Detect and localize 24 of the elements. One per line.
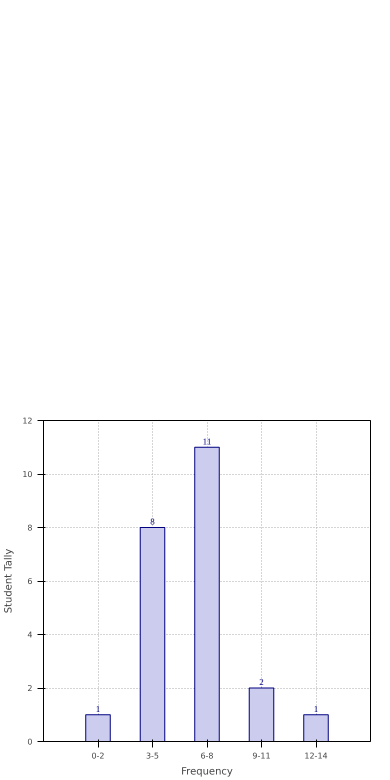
data-label: 1 xyxy=(314,704,318,714)
data-label: 8 xyxy=(150,516,156,526)
bar xyxy=(248,688,274,742)
bar xyxy=(85,714,111,742)
x-axis-title: Frequency xyxy=(181,766,233,778)
bar xyxy=(140,527,166,742)
bar xyxy=(194,446,220,742)
data-label: 2 xyxy=(259,677,264,687)
y-axis-title: Student Tally xyxy=(3,548,14,614)
y-tick-label: 2 xyxy=(27,684,33,693)
x-tick-label: 6-8 xyxy=(200,752,214,760)
bar xyxy=(303,714,329,742)
y-tick-label: 4 xyxy=(27,630,33,640)
y-tick-label: 8 xyxy=(27,524,33,532)
y-tick-label: 10 xyxy=(22,470,33,479)
x-tick-label: 3-5 xyxy=(146,752,160,760)
y-tick-label: 12 xyxy=(22,416,33,426)
x-tick-label: 12-14 xyxy=(304,752,328,760)
y-tick-label: 0 xyxy=(27,738,33,746)
x-tick-label: 9-11 xyxy=(252,752,271,760)
y-tick-label: 6 xyxy=(27,577,33,586)
data-label: 11 xyxy=(202,436,212,446)
data-label: 1 xyxy=(96,704,100,714)
x-tick-label: 0-2 xyxy=(91,752,105,760)
